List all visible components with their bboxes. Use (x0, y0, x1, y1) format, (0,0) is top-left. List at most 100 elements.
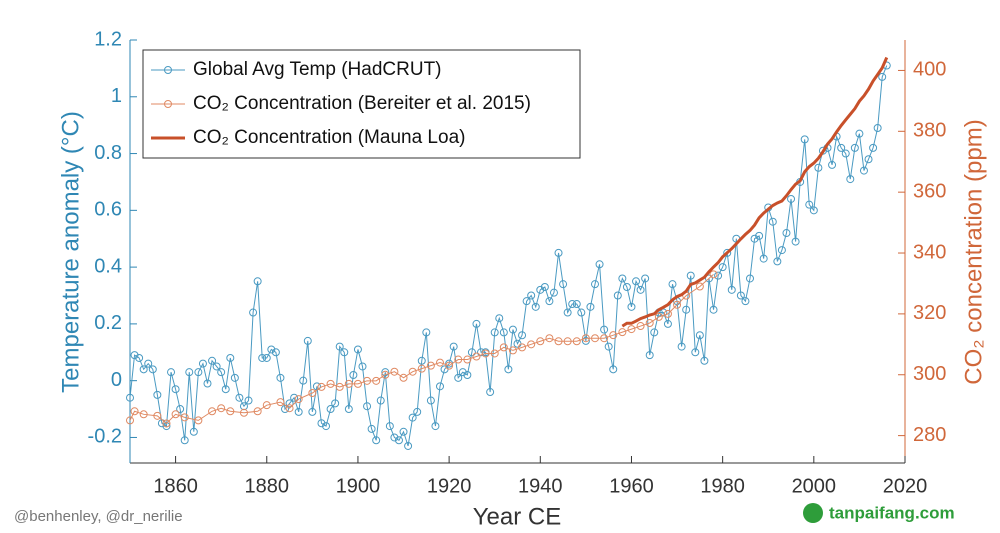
data-point (454, 373, 463, 382)
data-point (586, 302, 595, 311)
data-point (399, 373, 408, 382)
data-point (700, 356, 709, 365)
data-point (390, 433, 399, 442)
data-point (239, 408, 248, 417)
data-point (185, 368, 194, 377)
data-point (490, 349, 499, 358)
data-point (226, 353, 235, 362)
data-point (673, 300, 682, 309)
data-point (294, 407, 303, 416)
data-point (495, 314, 504, 323)
y2-tick-label: 400 (913, 59, 946, 81)
data-point (376, 396, 385, 405)
data-point (837, 143, 846, 152)
data-point (189, 427, 198, 436)
data-point (759, 254, 768, 263)
data-point (285, 399, 294, 408)
y-tick-label: 0 (111, 369, 122, 391)
data-point (859, 166, 868, 175)
data-point (217, 368, 226, 377)
data-point (262, 401, 271, 410)
data-point (417, 364, 426, 373)
data-point (148, 365, 157, 374)
data-point (663, 309, 672, 318)
data-point (668, 280, 677, 289)
data-point (340, 348, 349, 357)
data-point (221, 385, 230, 394)
data-point (372, 376, 381, 385)
legend-marker (164, 66, 172, 74)
data-point (198, 359, 207, 368)
data-point (212, 362, 221, 371)
data-point (572, 337, 581, 346)
x-tick-label: 1920 (427, 475, 472, 497)
data-point (508, 325, 517, 334)
data-point (828, 160, 837, 169)
data-point (855, 129, 864, 138)
y-tick-label: 0.4 (94, 255, 122, 277)
x-tick-label: 1940 (518, 475, 563, 497)
data-point (595, 260, 604, 269)
data-point (618, 328, 627, 337)
x-tick-label: 2020 (883, 475, 928, 497)
data-point (536, 337, 545, 346)
data-point (581, 334, 590, 343)
data-point (736, 291, 745, 300)
data-point (358, 362, 367, 371)
data-point (180, 436, 189, 445)
data-point (226, 407, 235, 416)
data-point (194, 416, 203, 425)
x-tick-label: 1980 (700, 475, 745, 497)
data-point (709, 270, 718, 279)
x-tick-label: 1900 (336, 475, 381, 497)
data-point (126, 416, 134, 425)
data-point (777, 246, 786, 255)
data-point (285, 404, 294, 413)
data-point (508, 346, 517, 355)
data-point (869, 143, 878, 152)
data-point (276, 398, 285, 407)
data-point (317, 382, 326, 391)
data-point (741, 297, 750, 306)
data-point (308, 389, 317, 398)
data-point (549, 288, 558, 297)
data-point (445, 361, 454, 370)
data-point (326, 379, 335, 388)
data-point (527, 340, 536, 349)
data-point (873, 124, 882, 133)
data-point (194, 368, 203, 377)
data-point (604, 342, 613, 351)
data-point (317, 419, 326, 428)
credit: @benhenley, @dr_nerilie (14, 508, 183, 525)
data-point (545, 297, 554, 306)
data-point (609, 331, 618, 340)
data-point (841, 149, 850, 158)
data-point (458, 368, 467, 377)
data-point (746, 274, 754, 283)
data-point (527, 291, 536, 300)
data-point (253, 277, 262, 286)
data-point (686, 271, 695, 280)
watermark: tanpaifang.com (803, 503, 955, 523)
data-point (663, 319, 672, 328)
data-point (290, 393, 299, 402)
data-point (704, 274, 713, 283)
data-point (153, 390, 162, 399)
data-point (591, 280, 599, 289)
data-point (787, 194, 796, 203)
y-axis-label: Temperature anomaly (°C) (57, 111, 84, 393)
series-line (129, 273, 714, 425)
data-point (249, 308, 258, 317)
data-point (467, 348, 476, 357)
data-point (208, 356, 217, 365)
data-point (481, 349, 490, 358)
data-point (613, 291, 622, 300)
data-point (230, 373, 239, 382)
data-point (144, 359, 153, 368)
data-point (404, 441, 413, 450)
data-point (235, 393, 244, 402)
data-point (499, 328, 508, 337)
data-point (581, 336, 590, 345)
data-point (130, 351, 139, 360)
data-point (153, 411, 162, 420)
